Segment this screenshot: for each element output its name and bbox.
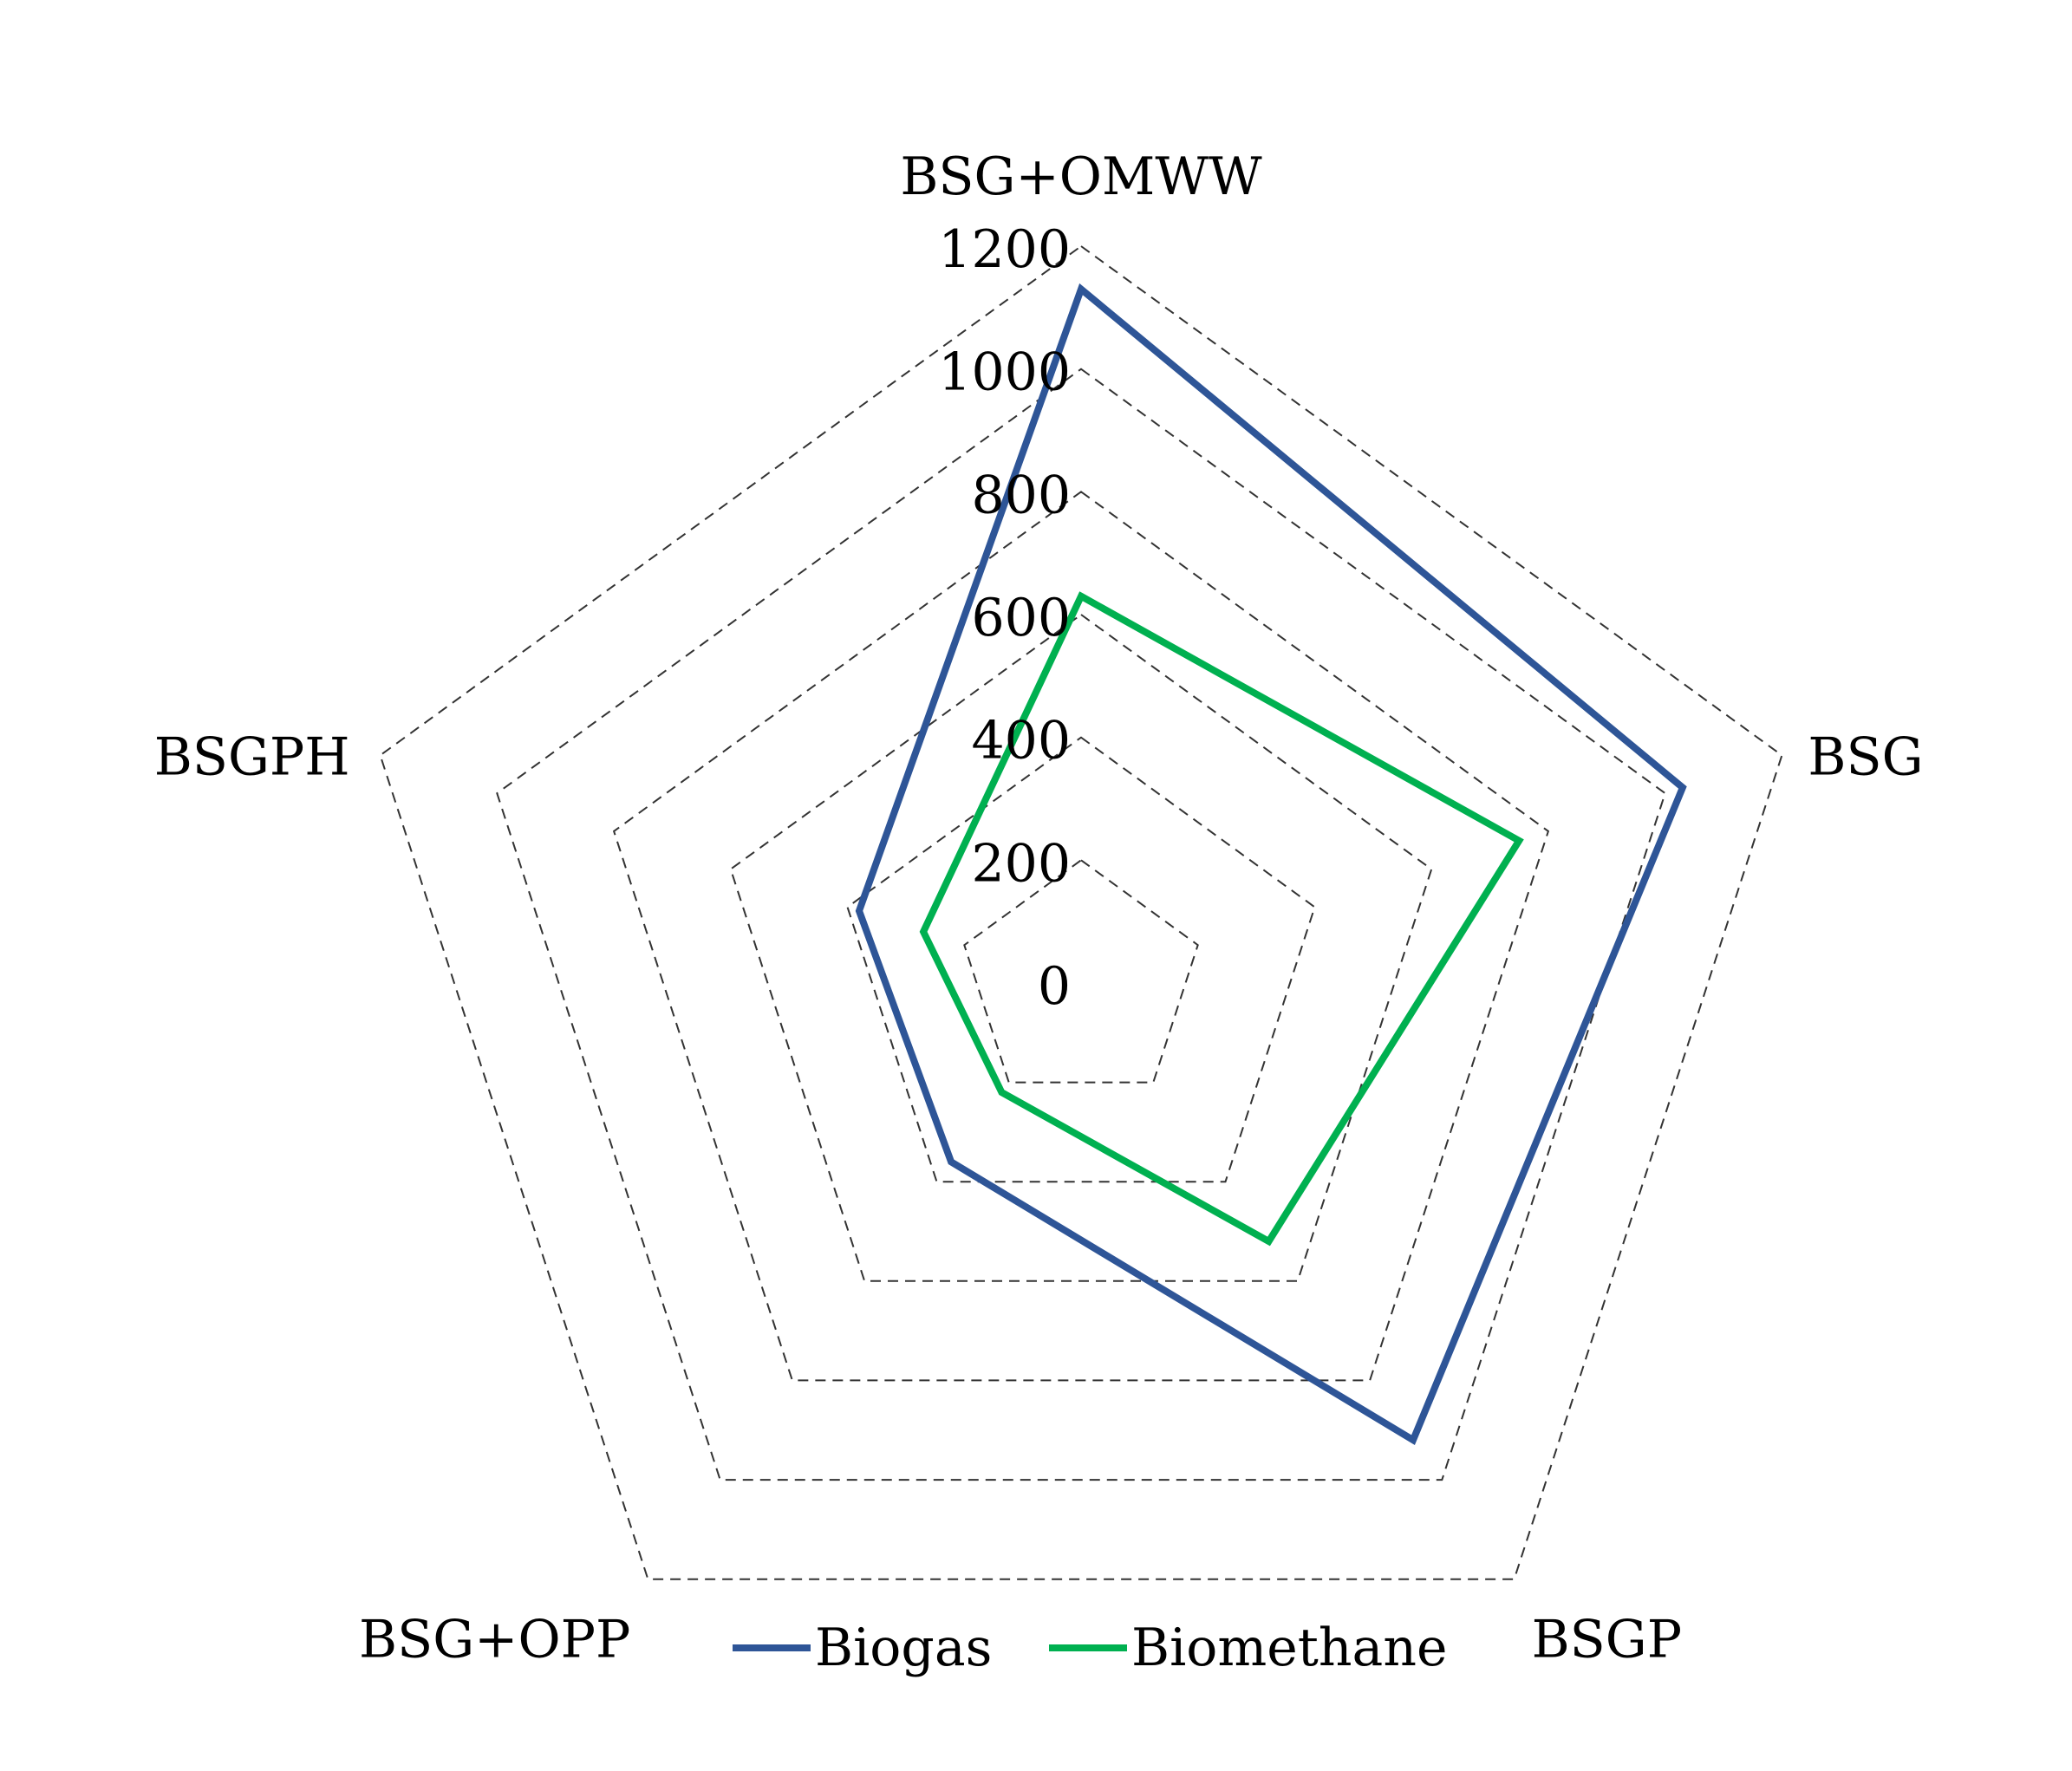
series-line-biogas [855,283,1687,1446]
tick-label: 400 [971,711,1071,772]
category-label: BSGPH [154,726,350,787]
legend: Biogas Biomethane [733,1618,1447,1678]
data-point-biogas [1411,1437,1416,1443]
legend-label-biomethane: Biomethane [1131,1618,1447,1678]
grid-ring-600 [729,613,1433,1282]
series-layer [855,283,1687,1446]
grid-layer [379,244,1783,1580]
data-point-biomethane [921,928,927,934]
data-point-biogas [948,1159,955,1165]
data-point-biogas [1078,286,1084,292]
legend-label-biogas: Biogas [815,1618,992,1678]
data-point-biomethane [1078,593,1084,599]
category-label: BSG+OPP [359,1610,630,1670]
data-point-biogas [857,908,862,914]
grid-ring-1200 [379,244,1783,1580]
tick-label: 200 [971,833,1071,894]
grid-ring-800 [612,491,1550,1382]
data-point-biomethane [999,1090,1005,1096]
data-point-biogas [1679,785,1685,791]
series-line-biomethane [919,591,1524,1247]
data-point-biomethane [1516,837,1522,843]
tick-label: 1000 [938,342,1071,403]
tick-label: 0 [1038,956,1071,1017]
tick-label: 1200 [938,219,1071,280]
tick-label: 600 [971,588,1071,648]
data-point-biomethane [1266,1239,1272,1244]
category-label-layer: BSG+OMWW BSG BSGP BSG+OPP BSGPH [154,146,1924,1670]
tick-label: 800 [971,465,1071,525]
grid-ring-1000 [496,368,1666,1481]
category-label: BSGP [1532,1610,1683,1670]
category-label: BSG [1808,726,1923,787]
grid-ring-400 [846,736,1316,1183]
tick-label-layer: 0 200 400 600 800 1000 1200 [938,219,1071,1017]
category-label: BSG+OMWW [900,146,1262,207]
